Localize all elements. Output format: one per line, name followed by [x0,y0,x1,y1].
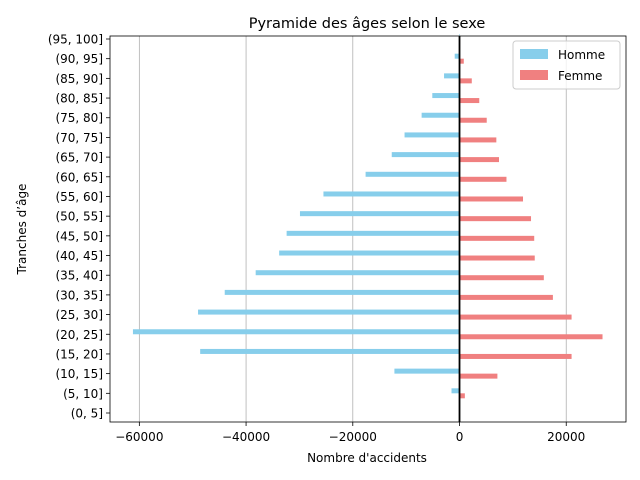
y-tick-label: (10, 15] [55,367,103,381]
bar-femme-17 [459,78,472,84]
y-tick-label: (85, 90] [55,72,103,86]
bar-homme-11 [323,191,460,197]
bar-homme-9 [286,230,460,236]
x-axis-label: Nombre d'accidents [307,451,427,465]
legend-swatch-femme [520,70,548,80]
bar-homme-6 [224,289,460,295]
bar-homme-14 [404,132,460,138]
bar-femme-2 [459,373,498,379]
bar-homme-1 [451,388,460,394]
bar-homme-13 [391,152,460,158]
bar-homme-4 [132,329,460,335]
y-tick-label: (20, 25] [55,328,103,342]
bar-homme-3 [200,348,460,354]
bar-femme-8 [459,255,535,261]
y-tick-label: (45, 50] [55,229,103,243]
y-tick-label: (55, 60] [55,190,103,204]
bar-homme-8 [279,250,460,256]
y-tick-label: (15, 20] [55,347,103,361]
bar-femme-14 [459,137,497,143]
y-tick-label: (0, 5] [71,407,103,421]
bar-homme-17 [444,73,460,79]
bar-femme-4 [459,334,603,340]
bar-femme-1 [459,393,465,399]
chart-title: Pyramide des âges selon le sexe [249,16,486,32]
y-tick-label: (5, 10] [63,387,103,401]
bar-femme-9 [459,235,535,241]
y-tick-label: (50, 55] [55,210,103,224]
y-tick-label: (25, 30] [55,308,103,322]
bar-femme-7 [459,275,544,281]
y-tick-label: (90, 95] [55,52,103,66]
bar-homme-5 [198,309,460,315]
bar-homme-7 [255,270,460,276]
bar-homme-12 [365,171,460,177]
y-axis-label: Tranches d’âge [15,184,29,276]
y-tick-label: (65, 70] [55,151,103,165]
legend-label-femme: Femme [558,69,602,83]
bar-femme-10 [459,216,532,222]
bar-femme-6 [459,294,553,300]
y-tick-label: (95, 100] [48,33,103,47]
bars [132,34,603,399]
legend-label-homme: Homme [558,48,605,62]
plot-frame [109,35,627,423]
y-tick-label: (40, 45] [55,249,103,263]
y-tick-label: (60, 65] [55,170,103,184]
bar-homme-18 [454,53,460,59]
bar-femme-12 [459,176,507,182]
bar-homme-2 [394,368,460,374]
y-tick-label: (30, 35] [55,288,103,302]
x-tick-label: −20000 [329,430,377,444]
bar-femme-5 [459,314,572,320]
bar-femme-18 [459,58,464,64]
bar-femme-3 [459,353,572,359]
y-tick-label: (80, 85] [55,92,103,106]
y-tick-label: (35, 40] [55,269,103,283]
x-tick-label: 0 [456,430,464,444]
bar-femme-15 [459,117,487,123]
bar-homme-15 [421,112,460,118]
y-tick-label: (70, 75] [55,131,103,145]
x-axis-ticks: −60000 −40000 −20000 0 20000 [115,422,585,444]
bar-femme-16 [459,98,480,104]
x-tick-label: 20000 [547,430,585,444]
bar-femme-11 [459,196,524,202]
bar-homme-16 [432,93,460,99]
legend-swatch-homme [520,49,548,59]
bar-femme-13 [459,157,500,163]
bar-homme-10 [299,211,460,217]
x-tick-label: −60000 [115,430,163,444]
x-tick-label: −40000 [222,430,270,444]
y-tick-label: (75, 80] [55,111,103,125]
legend: Homme Femme [512,40,621,90]
y-axis-ticks: (0, 5] (5, 10] (10, 15] (15, 20] (20, 25] (25… [48,33,110,421]
